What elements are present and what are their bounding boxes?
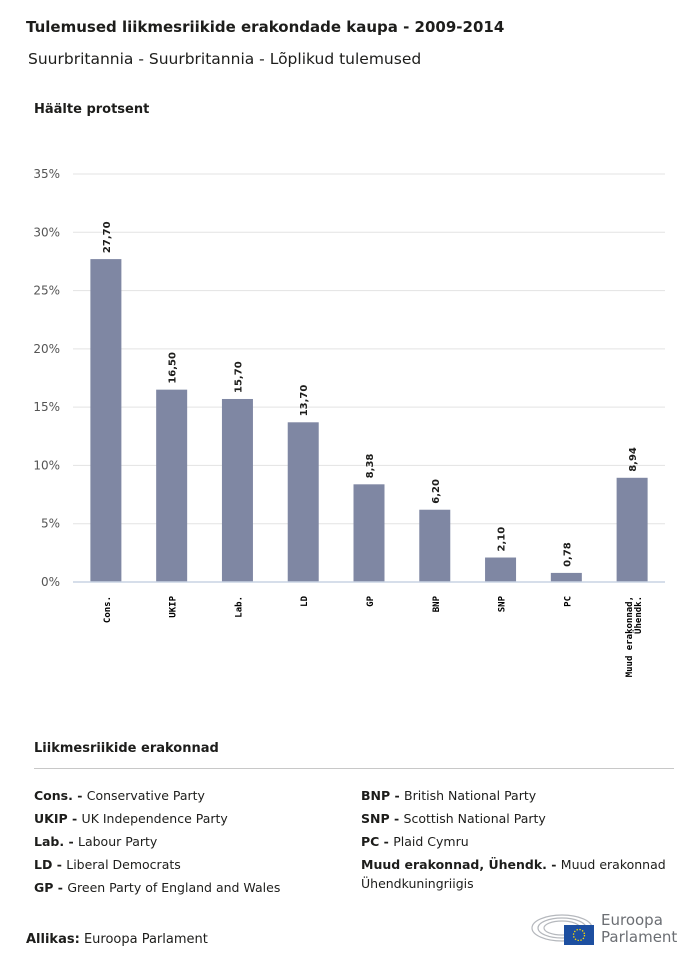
data-label: 6,20 [431, 479, 442, 504]
logo-text: Euroopa Parlament [601, 912, 677, 946]
x-tick-label: Ühendk. [633, 596, 644, 634]
legend-abbr: Lab. - [34, 834, 78, 849]
legend-item: SNP - Scottish National Party [361, 809, 681, 828]
legend-abbr: SNP - [361, 811, 404, 826]
x-tick-label: SNP [498, 595, 508, 612]
source-value: Euroopa Parlament [83, 932, 208, 947]
legend-abbr: UKIP - [34, 811, 82, 826]
source-label: Allikas: [26, 932, 80, 947]
legend-name: Liberal Democrats [66, 857, 181, 872]
legend-item: Cons. - Conservative Party [34, 786, 354, 805]
y-tick-label: 0% [41, 575, 60, 589]
legend-item: UKIP - UK Independence Party [34, 809, 354, 828]
legend-abbr: Cons. - [34, 788, 87, 803]
bar [221, 398, 253, 582]
y-tick-label: 35% [33, 167, 60, 181]
legend-item: LD - Liberal Democrats [34, 855, 354, 874]
x-tick-label: Cons. [103, 596, 113, 623]
source: Allikas: Euroopa Parlament [26, 932, 208, 947]
bar [90, 259, 122, 582]
legend-title: Liikmesriikide erakonnad [34, 741, 219, 756]
logo-line1: Euroopa [601, 911, 663, 929]
y-tick-label: 15% [33, 400, 60, 414]
bar [156, 389, 188, 582]
legend-name: Labour Party [78, 834, 158, 849]
data-label: 27,70 [102, 221, 113, 253]
data-label: 8,94 [628, 447, 639, 472]
legend-abbr: PC - [361, 834, 394, 849]
y-tick-label: 30% [33, 225, 60, 239]
chart-subtitle: Suurbritannia - Suurbritannia - Lõplikud… [28, 50, 422, 68]
x-tick-label: Muud erakonnad, [625, 596, 635, 677]
legend-name: Scottish National Party [403, 811, 546, 826]
legend-name: Plaid Cymru [393, 834, 469, 849]
legend-name: Muud erakonnad Ühendkuningriigis [361, 857, 666, 891]
data-label: 2,10 [497, 527, 508, 552]
legend-item: PC - Plaid Cymru [361, 832, 681, 851]
data-label: 15,70 [233, 361, 244, 393]
legend-item: Muud erakonnad, Ühendk. - Muud erakonnad… [361, 855, 681, 893]
data-label: 16,50 [168, 352, 179, 384]
x-tick-label: GP [366, 595, 376, 606]
y-tick-label: 5% [41, 517, 60, 531]
logo-line2: Parlament [601, 928, 678, 946]
bar [419, 509, 451, 582]
bar [485, 557, 517, 582]
legend-name: British National Party [404, 788, 537, 803]
legend-divider [34, 768, 674, 769]
bar [616, 477, 648, 582]
legend-name: Conservative Party [86, 788, 205, 803]
x-tick-label: PC [563, 596, 573, 607]
bar [287, 422, 319, 582]
legend-name: Green Party of England and Wales [67, 880, 281, 895]
data-label: 13,70 [299, 385, 310, 417]
y-tick-label: 10% [33, 458, 60, 472]
y-tick-label: 20% [33, 342, 60, 356]
legend-item: BNP - British National Party [361, 786, 681, 805]
legend-name: UK Independence Party [81, 811, 228, 826]
chart-title: Tulemused liikmesriikide erakondade kaup… [26, 18, 505, 36]
x-tick-label: UKIP [169, 595, 179, 617]
data-label: 8,38 [365, 454, 376, 479]
legend-abbr: BNP - [361, 788, 405, 803]
y-tick-label: 25% [33, 284, 60, 298]
y-axis-label: Häälte protsent [34, 102, 150, 117]
legend-abbr: Muud erakonnad, Ühendk. - [361, 857, 561, 872]
legend-abbr: GP - [34, 880, 68, 895]
x-tick-label: BNP [432, 595, 442, 612]
x-tick-label: Lab. [234, 596, 244, 618]
bar-chart: 0% 5% 10% 15% 20% 25% 30% 35% 27,70 Cons. 16,50 UKI… [33, 167, 665, 677]
bar [550, 572, 582, 582]
legend-item: GP - Green Party of England and Wales [34, 878, 354, 897]
bar [353, 484, 385, 582]
parliament-logo-icon [531, 914, 594, 945]
legend-item: Lab. - Labour Party [34, 832, 354, 851]
data-label: 0,78 [562, 542, 573, 567]
x-tick-label: LD [300, 595, 310, 606]
legend-abbr: LD - [34, 857, 67, 872]
